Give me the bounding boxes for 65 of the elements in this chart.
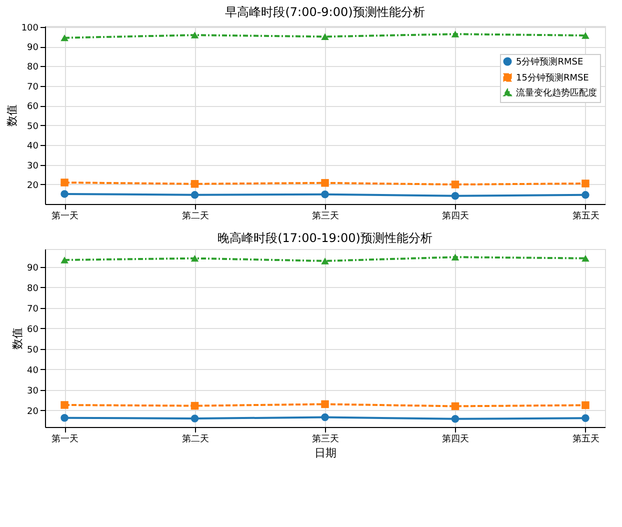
point bbox=[582, 191, 590, 199]
point bbox=[451, 30, 460, 38]
y-axis-title: 数值 bbox=[5, 104, 18, 126]
point bbox=[190, 180, 199, 188]
point bbox=[321, 179, 329, 187]
point bbox=[190, 402, 199, 410]
point bbox=[60, 414, 68, 422]
point bbox=[582, 180, 590, 188]
point bbox=[321, 413, 329, 422]
y-tick-label: 80 bbox=[27, 284, 39, 294]
point bbox=[582, 401, 590, 410]
point bbox=[190, 254, 199, 262]
point bbox=[582, 32, 590, 39]
x-tick-label: 第一天 bbox=[52, 434, 79, 444]
point bbox=[582, 414, 590, 422]
point bbox=[451, 254, 460, 260]
x-tick-label: 第五天 bbox=[572, 210, 600, 222]
x-axis-title: 日期 bbox=[314, 446, 336, 460]
y-tick-label: 90 bbox=[27, 263, 39, 274]
x-tick-label: 第二天 bbox=[182, 210, 209, 222]
point bbox=[451, 415, 460, 423]
legend-label: 5分钟预测RMSE bbox=[516, 56, 584, 68]
y-tick-label: 60 bbox=[27, 102, 39, 112]
point bbox=[60, 178, 68, 186]
point bbox=[321, 190, 329, 198]
point bbox=[190, 414, 199, 422]
y-tick-label: 70 bbox=[27, 304, 39, 314]
point bbox=[451, 402, 460, 410]
point bbox=[582, 254, 590, 262]
point bbox=[451, 180, 460, 188]
point bbox=[60, 401, 68, 409]
chart-title: 早高峰时段(7:00-9:00)预测性能分析 bbox=[225, 4, 425, 19]
point bbox=[190, 191, 199, 199]
point bbox=[60, 190, 68, 198]
point bbox=[451, 192, 460, 200]
y-axis-title: 数值 bbox=[11, 328, 24, 350]
y-tick-label: 60 bbox=[27, 324, 39, 335]
chart-title: 晚高峰时段(17:00-19:00)预测性能分析 bbox=[218, 231, 432, 245]
x-tick-label: 第二天 bbox=[182, 434, 209, 444]
y-tick-label: 20 bbox=[27, 180, 39, 191]
y-tick-label: 50 bbox=[27, 345, 39, 356]
x-tick-label: 第四天 bbox=[442, 210, 470, 222]
point bbox=[190, 32, 199, 38]
y-tick-label: 80 bbox=[27, 62, 39, 73]
point bbox=[60, 256, 68, 264]
legend-label: 流量变化趋势匹配度 bbox=[516, 88, 597, 98]
y-tick-label: 70 bbox=[27, 82, 39, 92]
x-tick-label: 第三天 bbox=[312, 210, 339, 222]
y-tick-label: 50 bbox=[27, 122, 39, 132]
x-tick-label: 第三天 bbox=[312, 434, 339, 444]
y-tick-label: 20 bbox=[27, 406, 39, 417]
x-tick-label: 第四天 bbox=[442, 434, 470, 444]
point bbox=[60, 34, 68, 42]
y-tick-label: 90 bbox=[27, 43, 39, 53]
legend-label: 15分钟预测RMSE bbox=[516, 72, 590, 84]
point bbox=[321, 258, 329, 264]
x-tick-label: 第五天 bbox=[572, 434, 600, 444]
point bbox=[321, 400, 329, 408]
y-tick-label: 30 bbox=[27, 161, 39, 172]
point bbox=[321, 33, 329, 40]
y-tick-label: 40 bbox=[27, 366, 39, 376]
y-tick-label: 30 bbox=[27, 386, 39, 396]
y-tick-label: 40 bbox=[27, 142, 39, 152]
x-tick-label: 第一天 bbox=[52, 210, 79, 222]
y-tick-label: 100 bbox=[21, 23, 39, 34]
